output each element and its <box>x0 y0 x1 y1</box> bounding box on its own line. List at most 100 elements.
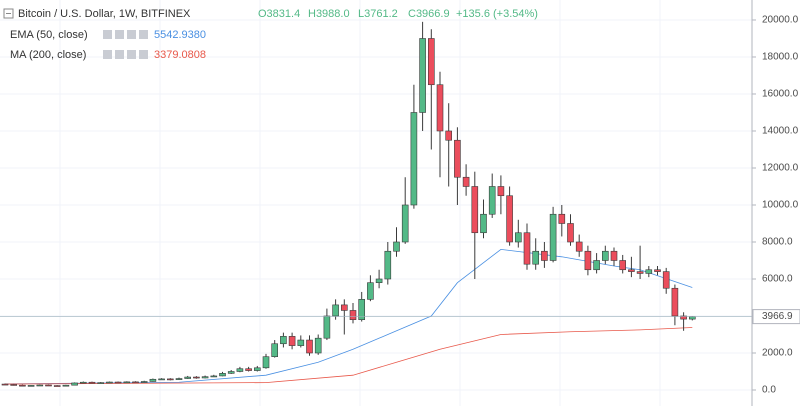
candle-body <box>471 186 479 234</box>
candle-body <box>671 287 679 317</box>
candle-body <box>227 371 235 374</box>
candle-body <box>19 384 26 387</box>
candle-body <box>688 316 696 320</box>
candle-body <box>654 269 661 272</box>
candle-body <box>36 384 44 387</box>
candle-body <box>80 381 87 384</box>
candle-body <box>297 339 305 346</box>
candle-body <box>593 260 600 271</box>
candle-body <box>584 250 592 271</box>
candle-body <box>427 38 435 86</box>
candle-body <box>480 213 487 234</box>
candle-body <box>558 213 566 224</box>
icon[interactable] <box>139 50 148 59</box>
candle-body <box>236 368 244 372</box>
legend: Bitcoin / U.S. Dollar, 1W, BITFINEX O383… <box>3 8 538 61</box>
ohlc-low: L3761.2 <box>358 8 398 20</box>
candle-body <box>53 385 61 387</box>
collapse-icon[interactable] <box>3 8 14 19</box>
ma-value: 3379.0808 <box>154 49 206 61</box>
candle-body <box>262 356 270 369</box>
candle-body <box>306 339 313 354</box>
candle-body <box>167 378 174 381</box>
candle-body <box>88 381 96 384</box>
ohlc-high: H3988.0 <box>308 8 350 20</box>
grid <box>0 0 752 406</box>
candle-body <box>114 381 122 384</box>
last-price-label: 3966.9 <box>762 311 793 322</box>
candle-body <box>1 383 9 386</box>
icon[interactable] <box>115 30 124 39</box>
y-tick-label: 2000.0 <box>762 348 793 359</box>
candle-body <box>254 367 261 371</box>
y-tick-label: 10000.0 <box>762 200 799 211</box>
candle-body <box>610 250 618 261</box>
candle-body <box>401 204 409 243</box>
icon[interactable] <box>103 50 112 59</box>
candle-body <box>514 232 522 243</box>
icon[interactable] <box>115 50 124 59</box>
y-tick-label: 16000.0 <box>762 89 799 100</box>
candle-body <box>358 299 366 320</box>
candle-body <box>245 368 252 371</box>
candle-body <box>175 378 183 380</box>
candle-body <box>349 310 357 320</box>
candle-body <box>497 186 505 197</box>
candle-body <box>106 381 113 384</box>
icon[interactable] <box>127 30 136 39</box>
candle-body <box>71 382 78 386</box>
candle-body <box>140 381 148 383</box>
y-tick-label: 18000.0 <box>762 52 799 63</box>
candle-body <box>340 304 348 311</box>
candle-body <box>149 378 157 382</box>
candle-body <box>445 130 453 141</box>
candle-body <box>332 304 339 317</box>
candle-body <box>419 38 426 113</box>
candle-body <box>193 376 200 379</box>
last-price-box <box>752 309 800 325</box>
icon[interactable] <box>103 30 112 39</box>
y-tick-label: 8000.0 <box>762 237 793 248</box>
candle-body <box>97 382 104 384</box>
candle-body <box>662 271 670 289</box>
candle-body <box>410 112 418 206</box>
candle-body <box>123 381 131 384</box>
candle-body <box>393 241 400 252</box>
candle-body <box>645 269 653 274</box>
candle-body <box>280 336 287 345</box>
candle-body <box>575 241 583 252</box>
candle-body <box>210 375 218 378</box>
candle-body <box>601 250 609 261</box>
icon[interactable] <box>127 50 136 59</box>
candle-body <box>375 278 383 283</box>
ema-value: 5542.9380 <box>154 29 206 41</box>
ema-controls[interactable] <box>103 30 148 39</box>
y-tick-label: 14000.0 <box>762 126 799 137</box>
candle-body <box>132 381 139 384</box>
candle-body <box>367 282 374 300</box>
candle-body <box>506 195 513 243</box>
candle-body <box>541 250 548 261</box>
ohlc-open: O3831.4 <box>258 8 300 20</box>
candle-body <box>201 376 209 379</box>
plot <box>0 21 752 387</box>
y-tick-label: 0.0 <box>762 385 776 396</box>
candle-body <box>27 385 35 387</box>
candle-body <box>314 337 322 354</box>
ema-legend: EMA (50, close) <box>10 29 88 41</box>
candle-body <box>10 384 17 386</box>
candle-body <box>271 343 279 357</box>
ma-controls[interactable] <box>103 50 148 59</box>
y-tick-label: 6000.0 <box>762 274 793 285</box>
y-tick-label: 20000.0 <box>762 15 799 26</box>
ohlc-change: +135.6 (+3.54%) <box>456 8 538 20</box>
candle-body <box>288 336 296 346</box>
candle-body <box>45 384 52 387</box>
icon[interactable] <box>139 30 148 39</box>
candle-body <box>384 250 392 280</box>
y-tick-label: 12000.0 <box>762 163 799 174</box>
candle-body <box>62 384 70 387</box>
candle-body <box>436 84 444 132</box>
candle-body <box>628 269 635 272</box>
